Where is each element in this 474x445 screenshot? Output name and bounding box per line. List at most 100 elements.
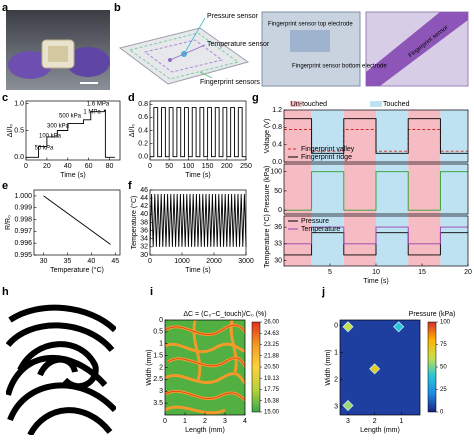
x-tick-label: 2 bbox=[203, 418, 207, 425]
x-tick-label: 250 bbox=[240, 163, 252, 170]
colorbar-tick-label: 26.00 bbox=[264, 320, 280, 326]
y-tick-label: 0.0 bbox=[138, 154, 148, 161]
data-line bbox=[26, 109, 115, 158]
y-axis-label: Temperature (°C) bbox=[130, 196, 138, 250]
x-tick-label: 0 bbox=[148, 258, 152, 265]
plot-frame bbox=[283, 163, 469, 215]
x-tick-label: 30 bbox=[40, 258, 48, 265]
y-tick-label: 34 bbox=[140, 236, 148, 243]
x-tick-label: 20 bbox=[43, 163, 51, 170]
y-tick-label: 36 bbox=[274, 224, 282, 231]
legend-swatch bbox=[290, 101, 302, 107]
y-tick-label: 3.5 bbox=[153, 400, 163, 407]
y-tick-label: 1.0 bbox=[14, 101, 24, 108]
data-line bbox=[284, 171, 468, 211]
y-tick-label: 0.8 bbox=[138, 101, 148, 108]
y-tick-label: 0.995 bbox=[14, 252, 32, 259]
x-tick-label: 2000 bbox=[206, 258, 222, 265]
legend-label: Pressure bbox=[301, 218, 329, 225]
x-tick-label: 100 bbox=[183, 163, 195, 170]
x-tick-label: 40 bbox=[87, 258, 95, 265]
device-illustration bbox=[118, 11, 469, 87]
colorbar-tick-label: 21.88 bbox=[264, 353, 280, 359]
x-tick-label: 5 bbox=[328, 269, 332, 276]
colorbar-tick-label: 25 bbox=[440, 387, 447, 393]
y-tick-label: 0.2 bbox=[138, 140, 148, 147]
x-axis-label: Temperature (°C) bbox=[50, 266, 104, 274]
pressure-spot bbox=[342, 321, 354, 333]
annotation: 1 MPa bbox=[83, 110, 101, 116]
data-line bbox=[284, 226, 468, 245]
x-tick-label: 1 bbox=[183, 418, 187, 425]
fingerprint-image bbox=[6, 300, 116, 435]
pressure-spot bbox=[369, 363, 381, 375]
y-tick-label: 3 bbox=[334, 404, 338, 411]
y-tick-label: 32 bbox=[140, 244, 148, 251]
y-tick-label: 0.0 bbox=[272, 159, 282, 166]
y-tick-label: 100 bbox=[270, 169, 282, 176]
x-tick-label: 0 bbox=[163, 418, 167, 425]
x-tick-label: 20 bbox=[464, 269, 472, 276]
x-tick-label: 3 bbox=[346, 418, 350, 425]
heatmap-background bbox=[340, 320, 420, 415]
data-line bbox=[150, 107, 246, 158]
x-axis-label: Length (mm) bbox=[360, 427, 400, 434]
x-tick-label: 3000 bbox=[238, 258, 254, 265]
pressure-spot bbox=[393, 321, 405, 333]
y-tick-label: 0.4 bbox=[138, 127, 148, 134]
x-tick-label: 40 bbox=[64, 163, 72, 170]
colorbar-tick-label: 0 bbox=[440, 410, 444, 416]
x-tick-label: 0 bbox=[24, 163, 28, 170]
label: Fingerprint sensor top electrode bbox=[268, 22, 353, 28]
annotation: 100 kPa bbox=[39, 134, 62, 140]
y-tick-label: 36 bbox=[140, 227, 148, 234]
x-tick-label: 60 bbox=[85, 163, 93, 170]
y-tick-label: 42 bbox=[140, 203, 148, 210]
y-tick-label: 0.999 bbox=[14, 205, 32, 212]
x-tick-label: 3 bbox=[223, 418, 227, 425]
annotation: 50 kPa bbox=[35, 146, 54, 152]
label: Fingerprint sensors bbox=[200, 79, 260, 86]
panel-label: j bbox=[321, 286, 325, 298]
y-tick-label: 0.6 bbox=[138, 114, 148, 121]
x-tick-label: 15 bbox=[418, 269, 426, 276]
plot-frame bbox=[339, 319, 421, 416]
annotation: 500 kPa bbox=[59, 114, 82, 120]
label: Pressure sensor bbox=[207, 13, 259, 20]
x-tick-label: 50 bbox=[165, 163, 173, 170]
x-tick-label: 2 bbox=[373, 418, 377, 425]
y-tick-label: 0 bbox=[334, 322, 338, 329]
x-tick-label: 150 bbox=[202, 163, 214, 170]
legend-swatch bbox=[370, 101, 382, 107]
colorbar-tick-label: 75 bbox=[440, 342, 447, 348]
colorbar-tick-label: 24.63 bbox=[264, 331, 280, 337]
plot-frame bbox=[149, 100, 247, 161]
y-tick-label: 2 bbox=[334, 377, 338, 384]
touch-region bbox=[284, 110, 312, 266]
legend-label: Un-touched bbox=[291, 101, 327, 108]
panel-label: a bbox=[2, 2, 9, 14]
y-tick-label: 30 bbox=[274, 257, 282, 264]
y-tick-label: 50 bbox=[274, 188, 282, 195]
colorbar-tick-label: 100 bbox=[440, 320, 451, 326]
touch-region bbox=[440, 110, 468, 266]
annotation: 300 kPa bbox=[47, 124, 70, 130]
panel-label: i bbox=[150, 286, 153, 298]
touch-region bbox=[376, 110, 409, 266]
data-line bbox=[149, 194, 247, 247]
y-tick-label: 1.5 bbox=[153, 352, 163, 359]
plot-frame bbox=[283, 109, 469, 163]
y-tick-label: 0.0 bbox=[14, 154, 24, 161]
panel-label: h bbox=[2, 286, 9, 298]
annotation: 1.6 MPa bbox=[87, 102, 110, 108]
panel-label: d bbox=[128, 92, 135, 104]
y-tick-label: 1.2 bbox=[272, 107, 282, 114]
y-tick-label: 3 bbox=[159, 388, 163, 395]
y-tick-label: 1 bbox=[159, 341, 163, 348]
touch-region bbox=[408, 110, 441, 266]
y-tick-label: 0.5 bbox=[153, 329, 163, 336]
x-tick-label: 1000 bbox=[174, 258, 190, 265]
colorbar-title: Pressure (kPa) bbox=[409, 311, 456, 318]
x-axis-label: Time (s) bbox=[185, 267, 210, 274]
